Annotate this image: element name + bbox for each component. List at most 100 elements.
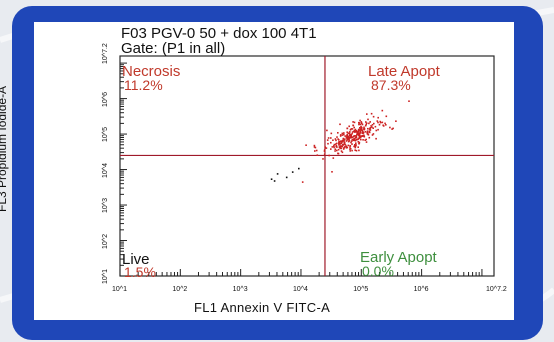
event-point: [368, 131, 371, 134]
event-point: [345, 145, 348, 147]
event-point: [341, 140, 344, 143]
event-point: [352, 136, 354, 139]
y-tick-label: 10^2: [102, 233, 109, 249]
event-point: [330, 132, 333, 135]
chart-subtitle: Gate: (P1 in all): [121, 40, 226, 57]
event-point: [355, 149, 358, 152]
event-point: [313, 144, 316, 147]
event-point: [357, 132, 360, 134]
event-point: [373, 122, 375, 125]
event-point: [354, 137, 356, 140]
event-point: [389, 126, 391, 129]
event-point: [355, 142, 357, 144]
plot-canvas: [119, 55, 495, 277]
event-point: [339, 143, 341, 145]
event-point: [343, 143, 346, 145]
event-point: [356, 132, 358, 135]
event-point: [333, 145, 335, 147]
event-point: [356, 133, 358, 136]
event-point: [347, 135, 349, 137]
event-point: [377, 128, 379, 131]
event-point: [375, 137, 377, 140]
event-point: [354, 135, 356, 137]
event-point: [341, 139, 344, 142]
event-point: [327, 137, 330, 139]
event-point: [353, 129, 356, 132]
event-point: [348, 125, 350, 128]
chart-title: F03 PGV-0 50 + dox 100 4T1: [121, 25, 317, 42]
event-point: [331, 171, 333, 173]
event-point: [341, 145, 343, 148]
event-point: [338, 144, 340, 146]
event-point: [368, 136, 371, 139]
event-point: [341, 132, 344, 135]
event-point: [340, 150, 343, 152]
event-point: [365, 123, 367, 126]
event-point: [371, 134, 374, 136]
event-point: [385, 124, 387, 126]
event-point: [338, 146, 341, 148]
x-tick-label: 10^4: [292, 286, 308, 293]
event-point: [362, 139, 364, 141]
event-point: [361, 132, 364, 134]
event-point: [337, 148, 340, 151]
event-point: [359, 123, 362, 126]
event-point: [363, 126, 365, 129]
event-point: [355, 129, 358, 132]
event-point: [313, 146, 316, 148]
quadrant-value-necrosis: 11.2%: [124, 77, 163, 93]
event-point: [371, 124, 374, 126]
x-tick-label: 10^2: [172, 286, 188, 293]
event-point: [353, 126, 355, 129]
event-point: [324, 146, 326, 148]
event-point: [315, 149, 318, 152]
event-point: [366, 130, 369, 132]
event-point: [341, 151, 344, 154]
event-point: [408, 100, 410, 102]
event-point-outlier: [285, 176, 288, 179]
event-point: [360, 138, 362, 141]
event-point: [333, 146, 335, 149]
event-point: [350, 135, 352, 137]
quadrant-label-necrosis: Necrosis: [122, 63, 181, 80]
event-point: [343, 139, 345, 141]
event-point: [353, 145, 355, 148]
event-point: [339, 135, 342, 137]
event-point: [336, 146, 338, 148]
event-point: [349, 134, 351, 137]
event-point: [323, 149, 326, 151]
event-point: [363, 135, 366, 138]
event-point: [331, 146, 334, 148]
event-point: [365, 122, 368, 124]
event-point: [322, 158, 324, 160]
event-point: [337, 152, 339, 155]
event-point: [351, 132, 353, 135]
event-point: [343, 132, 345, 134]
event-point: [333, 143, 336, 146]
event-point: [366, 132, 369, 135]
event-point: [341, 143, 344, 146]
event-point: [349, 146, 351, 148]
event-point: [364, 139, 366, 141]
quadrant-label-live: Live: [122, 251, 150, 268]
x-tick-label: 10^5: [353, 286, 369, 293]
event-point: [345, 140, 348, 142]
event-point: [349, 145, 352, 147]
event-point: [357, 146, 359, 148]
event-point: [332, 139, 334, 141]
event-point: [382, 125, 385, 127]
x-tick-label: 10^1: [112, 286, 127, 293]
event-point: [343, 140, 345, 142]
event-point: [336, 149, 338, 152]
event-point: [368, 128, 371, 130]
event-point: [391, 128, 393, 130]
event-point: [328, 154, 330, 157]
event-point: [377, 116, 379, 119]
event-point: [361, 129, 363, 131]
event-point: [360, 121, 363, 123]
event-point: [361, 122, 363, 125]
event-point: [367, 134, 370, 136]
event-point: [346, 135, 348, 137]
event-point: [368, 130, 371, 133]
event-point: [349, 150, 351, 152]
